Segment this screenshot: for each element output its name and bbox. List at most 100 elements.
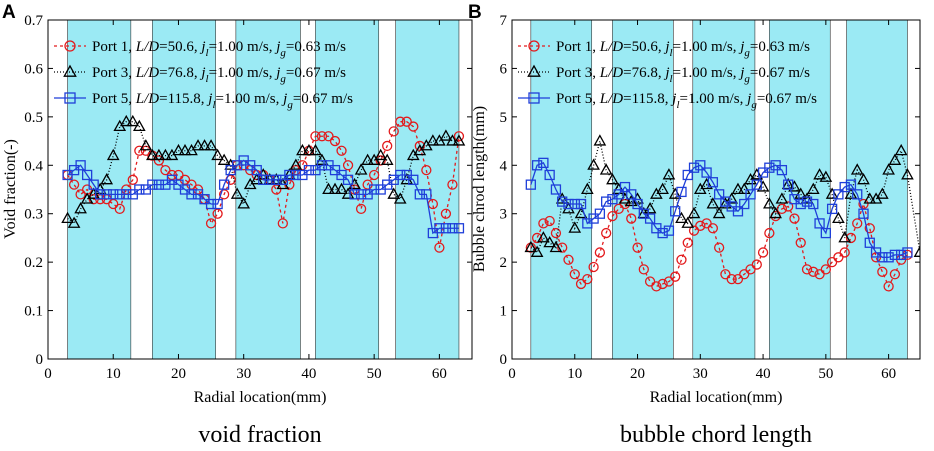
data-point [81, 169, 93, 181]
data-point [720, 269, 731, 280]
data-point [833, 189, 844, 200]
y-tick-label: 7 [500, 13, 508, 29]
data-point [251, 164, 262, 176]
data-point [889, 249, 901, 261]
data-point [613, 203, 624, 215]
data-point [302, 143, 316, 156]
y-tick-label: 0.5 [24, 110, 43, 126]
data-point [706, 197, 720, 209]
data-point [726, 273, 737, 285]
data-point [808, 266, 819, 277]
data-point [388, 126, 399, 137]
data-point [626, 189, 637, 200]
data-point [114, 189, 125, 200]
data-point [204, 139, 218, 151]
x-tick-label: 20 [171, 366, 186, 382]
data-point [820, 264, 831, 275]
data-point [700, 177, 713, 190]
panel-letter-a: A [2, 2, 16, 23]
data-point [205, 198, 217, 210]
data-point [414, 140, 425, 152]
x-tick-label: 50 [818, 366, 833, 382]
legend-entry: Port 1, L/D=50.6, jl=1.00 m/s, jg=0.63 m… [518, 39, 810, 59]
data-point [913, 245, 920, 257]
data-point [172, 143, 185, 156]
data-point [756, 180, 770, 192]
data-point [844, 187, 858, 199]
data-point [601, 196, 612, 207]
data-point [108, 189, 119, 200]
data-point [801, 264, 813, 275]
data-point [119, 114, 133, 127]
data-point [594, 247, 606, 258]
data-point [127, 174, 138, 185]
data-point [191, 139, 205, 151]
data-point [795, 198, 806, 210]
legend-label: Port 5, L/D=115.8, jl=1.00 m/s, jg=0.67 … [92, 91, 353, 111]
data-point [751, 179, 762, 190]
data-point [160, 164, 171, 176]
data-point [426, 134, 440, 146]
data-point [421, 189, 432, 200]
data-point [587, 158, 600, 170]
data-point [638, 264, 649, 275]
y-tick-label: 6 [500, 61, 508, 77]
data-point [524, 240, 538, 253]
data-point [335, 182, 348, 195]
x-tick-label: 60 [881, 366, 896, 382]
data-point [820, 227, 831, 239]
legend-marker [528, 40, 540, 52]
data-point [833, 252, 844, 263]
x-axis-label: Radial location(mm) [194, 389, 327, 406]
data-point [751, 259, 762, 270]
data-point [349, 189, 360, 200]
data-point [688, 162, 700, 173]
data-point [159, 148, 172, 161]
data-point [439, 129, 453, 141]
data-point [826, 256, 838, 268]
data-point [322, 182, 335, 195]
data-point [68, 179, 80, 190]
data-point [800, 192, 814, 204]
y-tick-label: 0.4 [24, 158, 43, 174]
data-point [355, 189, 367, 200]
data-point [336, 145, 347, 156]
data-point [606, 172, 619, 185]
data-point [858, 198, 869, 210]
data-point [67, 216, 81, 228]
data-point [789, 213, 800, 224]
data-point [205, 218, 217, 229]
data-point [75, 160, 86, 171]
data-point [543, 235, 556, 248]
data-point [670, 206, 681, 217]
data-point [369, 169, 380, 181]
x-axis-label: Radial location(mm) [650, 389, 783, 406]
plot-frame [47, 19, 473, 360]
data-point [814, 218, 825, 229]
data-point [453, 131, 465, 142]
legend-label: Port 1, L/D=50.6, jl=1.00 m/s, jg=0.63 m… [92, 39, 346, 59]
data-point [147, 179, 158, 190]
data-point [838, 231, 852, 243]
x-tick-label: 40 [756, 366, 771, 382]
data-point [323, 131, 334, 142]
data-point [712, 206, 726, 219]
data-point [745, 189, 756, 200]
data-point [557, 196, 568, 207]
y-tick-label: 4 [500, 158, 508, 174]
data-point [217, 153, 231, 165]
data-point [764, 162, 775, 173]
data-point [108, 198, 119, 210]
data-point [668, 187, 682, 199]
legend-entry: Port 3, L/D=76.8, jl=1.00 m/s, jg=0.67 m… [54, 64, 346, 85]
data-point [825, 187, 839, 199]
data-point [901, 168, 914, 180]
data-point [271, 184, 282, 195]
data-point [328, 182, 342, 195]
legend-entry: Port 1, L/D=50.6, jl=1.00 m/s, jg=0.63 m… [54, 39, 346, 59]
data-point [864, 237, 875, 248]
data-point [607, 210, 618, 222]
series-3 [525, 157, 913, 263]
data-point [632, 198, 643, 210]
data-point [695, 220, 706, 231]
